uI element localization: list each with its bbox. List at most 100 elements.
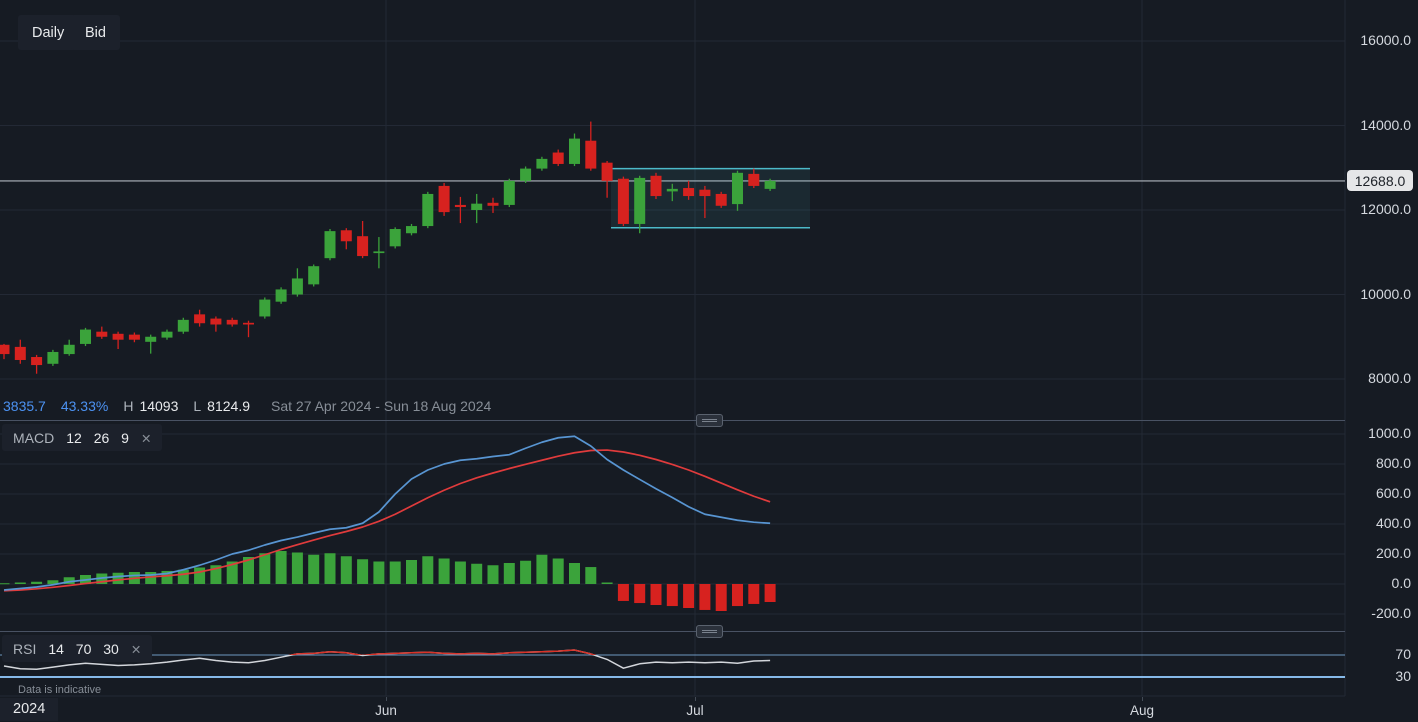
candle	[226, 317, 238, 327]
candle	[291, 268, 303, 297]
candle	[732, 170, 743, 211]
macd-axis-tick: -200.0	[1371, 605, 1411, 621]
candle	[715, 191, 727, 208]
time-axis-month-label: Jun	[375, 703, 397, 718]
candle	[47, 349, 59, 366]
current-price-badge: 12688.0	[1347, 170, 1413, 192]
price-axis-tick: 10000.0	[1360, 285, 1411, 302]
time-axis-tick-mark	[386, 697, 387, 701]
candle	[0, 343, 10, 360]
candle	[764, 178, 776, 191]
price-axis[interactable]: 16000.0 14000.0 12000.0 10000.0 8000.0 1000.0…	[1345, 0, 1418, 722]
candle	[177, 317, 189, 334]
high-value: 14093	[139, 398, 179, 414]
candle	[259, 297, 271, 319]
rsi-axis-tick: 70	[1395, 646, 1411, 662]
rsi-close-icon[interactable]: ✕	[130, 642, 142, 657]
macd-line	[3, 435, 771, 591]
candle	[275, 287, 287, 304]
candle	[31, 354, 43, 374]
macd-params: 12 26 9	[66, 429, 129, 446]
macd-close-icon[interactable]: ✕	[140, 431, 152, 446]
rsi-indicator-chip[interactable]: RSI 14 70 30 ✕	[2, 635, 153, 662]
candle	[569, 133, 580, 167]
price-axis-tick: 16000.0	[1360, 32, 1411, 48]
candle	[634, 175, 646, 234]
candle	[145, 334, 157, 354]
candle	[324, 229, 336, 261]
period-change-percent: 43.33%	[60, 398, 109, 414]
candle	[487, 197, 499, 213]
candle	[96, 326, 108, 339]
macd-indicator-chip[interactable]: MACD 12 26 9 ✕	[2, 424, 163, 451]
macd-signal-line	[3, 449, 771, 592]
panel-divider-macd[interactable]	[0, 420, 1345, 421]
candle	[80, 327, 91, 347]
price-axis-tick: 12000.0	[1360, 201, 1411, 217]
candle	[128, 332, 140, 343]
candle	[683, 180, 695, 200]
time-axis-month-label: Jul	[686, 703, 704, 718]
candle	[536, 156, 548, 171]
candle	[699, 185, 711, 219]
time-axis-year-label: 2024	[0, 698, 59, 721]
high-label: H	[123, 398, 134, 414]
candle	[340, 228, 352, 250]
period-low: L 8124.9	[193, 398, 250, 414]
macd-axis-tick: 600.0	[1375, 485, 1411, 501]
candle	[748, 168, 760, 189]
macd-axis-tick: 0.0	[1391, 575, 1411, 591]
candle	[650, 172, 662, 200]
low-value: 8124.9	[207, 398, 250, 414]
macd-histogram	[0, 551, 776, 611]
candle	[210, 316, 222, 332]
candle	[308, 264, 320, 287]
candle	[243, 320, 254, 338]
period-high: H 14093	[123, 398, 178, 414]
candle	[373, 237, 385, 269]
time-axis-month-label: Aug	[1129, 703, 1155, 718]
candle	[503, 178, 515, 208]
interval-button[interactable]: Daily	[18, 15, 79, 50]
candle	[63, 339, 75, 356]
price-axis-tick: 8000.0	[1368, 370, 1411, 386]
candle	[585, 121, 597, 171]
price-type-button[interactable]: Bid	[71, 15, 120, 50]
date-range: Sat 27 Apr 2024 - Sun 18 Aug 2024	[271, 398, 492, 414]
low-label: L	[193, 398, 202, 414]
candle	[389, 227, 401, 249]
candle	[406, 223, 417, 236]
candle	[112, 331, 124, 350]
candle	[666, 183, 678, 202]
candle	[357, 220, 369, 259]
rsi-label: RSI	[13, 640, 37, 657]
macd-axis-tick: 400.0	[1375, 515, 1411, 531]
divider-drag-handle[interactable]	[696, 414, 723, 427]
candle	[454, 196, 466, 224]
rsi-axis-tick: 30	[1395, 668, 1411, 684]
price-legend: 3835.7 43.33% H 14093 L 8124.9 Sat 27 Ap…	[3, 398, 491, 414]
divider-drag-handle[interactable]	[696, 625, 723, 638]
candle	[161, 329, 173, 340]
data-indicative-note: Data is indicative	[18, 684, 102, 696]
candle	[471, 193, 483, 224]
candle	[14, 339, 26, 364]
period-change: 3835.7	[3, 398, 46, 414]
candle	[194, 309, 206, 327]
candle	[520, 166, 532, 183]
candles-layer	[0, 121, 776, 374]
candle	[422, 191, 434, 229]
time-axis-tick-mark	[1142, 697, 1143, 701]
rsi-params: 14 70 30	[48, 640, 119, 657]
candle	[601, 160, 613, 198]
price-axis-tick: 14000.0	[1360, 116, 1411, 133]
candle	[552, 149, 564, 167]
macd-label: MACD	[13, 429, 55, 446]
panel-divider-rsi[interactable]	[0, 631, 1345, 632]
time-axis-tick-mark	[695, 697, 696, 701]
candle	[617, 176, 629, 227]
rsi-line-overbought	[288, 649, 597, 655]
macd-axis-tick: 1000.0	[1368, 425, 1411, 441]
